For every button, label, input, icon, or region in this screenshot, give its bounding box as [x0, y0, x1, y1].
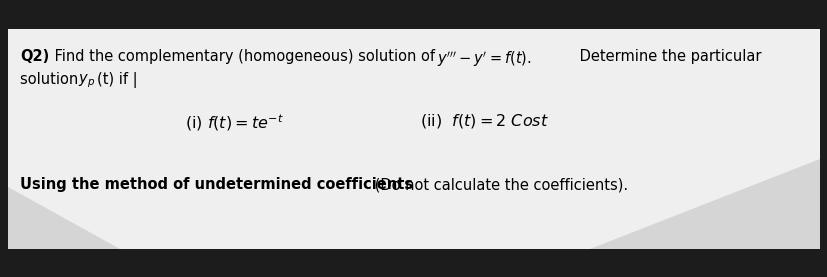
Text: solution: solution — [20, 72, 83, 87]
Text: Find the complementary (homogeneous) solution of: Find the complementary (homogeneous) sol… — [50, 49, 439, 64]
Text: (t) if |: (t) if | — [97, 72, 137, 88]
Text: (i) $f(t) = te^{-t}$: (i) $f(t) = te^{-t}$ — [184, 112, 284, 133]
Text: Determine the particular: Determine the particular — [574, 49, 761, 64]
Text: Using the method of undetermined coefficients: Using the method of undetermined coeffic… — [20, 177, 413, 192]
Polygon shape — [590, 159, 819, 249]
Text: $y''' - y' = f(t).$: $y''' - y' = f(t).$ — [437, 49, 531, 69]
Text: Q2): Q2) — [20, 49, 49, 64]
Text: (ii)  $f(t) = 2\ Cost$: (ii) $f(t) = 2\ Cost$ — [419, 112, 548, 130]
Bar — [8, 29, 819, 249]
Polygon shape — [8, 187, 120, 249]
Text: $y_p$: $y_p$ — [78, 72, 95, 89]
Text: (Do not calculate the coefficients).: (Do not calculate the coefficients). — [370, 177, 628, 192]
